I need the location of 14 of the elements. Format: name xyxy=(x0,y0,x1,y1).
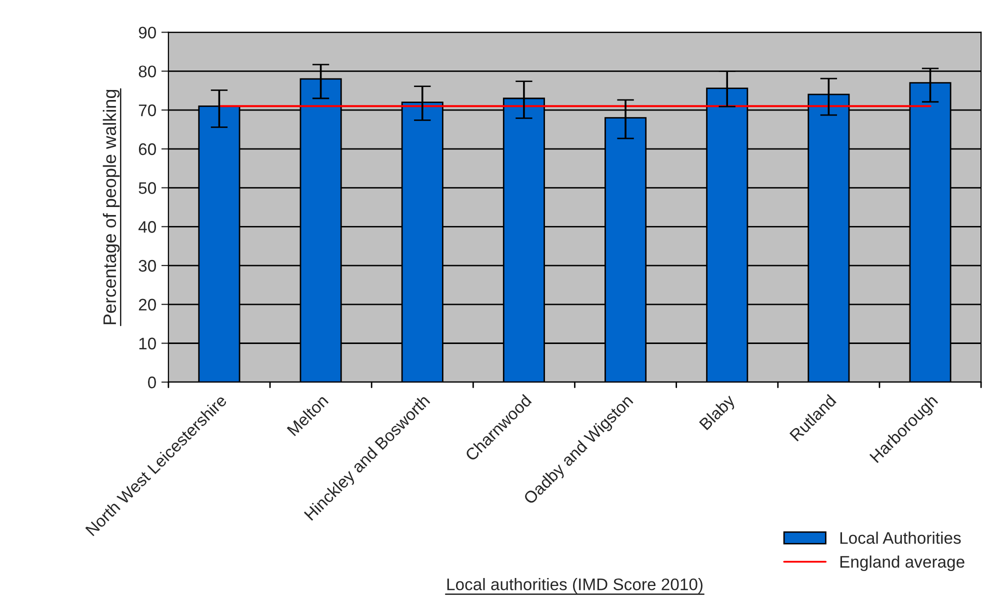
legend-label: England average xyxy=(840,556,964,572)
y-tick-label: 80 xyxy=(138,66,156,78)
y-tick-label: 60 xyxy=(138,143,156,156)
y-tick-label: 90 xyxy=(138,26,156,38)
x-axis-title: Local authorities (IMD Score 2010) xyxy=(447,578,702,594)
y-tick-label: 30 xyxy=(138,260,156,272)
y-tick-label: 50 xyxy=(138,182,156,194)
y-tick-label: 70 xyxy=(138,104,156,116)
y-tick-label: 0 xyxy=(148,376,156,388)
y-tick-label: 40 xyxy=(138,221,156,233)
legend-label: Local Authorities xyxy=(840,532,961,544)
y-tick-label: 10 xyxy=(139,338,156,350)
y-tick-label: 20 xyxy=(138,298,156,311)
y-axis-title: Percentage of people walking xyxy=(102,90,120,324)
